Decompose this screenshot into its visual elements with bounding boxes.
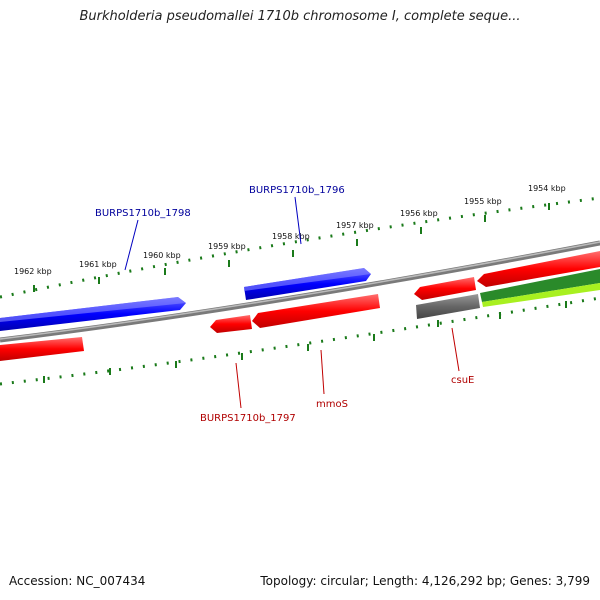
gene-label-csue[interactable]: csuE: [451, 375, 474, 386]
forward-feature-burps1710b-1798[interactable]: [0, 297, 186, 331]
tick-labels: 1962 kbp 1961 kbp 1960 kbp 1959 kbp 1958…: [14, 184, 566, 276]
gene-label-burps1710b-1796[interactable]: BURPS1710b_1796: [249, 185, 345, 196]
feature-csue[interactable]: [416, 294, 480, 319]
tick-label: 1955 kbp: [464, 197, 502, 206]
tick-label: 1962 kbp: [14, 267, 52, 276]
tick-label: 1958 kbp: [272, 232, 310, 241]
tick-label: 1961 kbp: [79, 260, 117, 269]
tick-label: 1957 kbp: [336, 221, 374, 230]
reverse-feature-mmos[interactable]: [252, 294, 380, 328]
gene-label-mmos[interactable]: mmoS: [316, 399, 348, 410]
inner-ruler-ticks: [43, 301, 567, 383]
tick-label: 1954 kbp: [528, 184, 566, 193]
accession-text: Accession: NC_007434: [9, 574, 146, 588]
reverse-feature-upper-right[interactable]: [414, 251, 600, 300]
reverse-feature-left[interactable]: [0, 337, 84, 361]
feature-green[interactable]: [480, 269, 600, 307]
tick-label: 1959 kbp: [208, 242, 246, 251]
reverse-feature-burps1710b-1797[interactable]: [210, 315, 252, 333]
map-title: Burkholderia pseudomallei 1710b chromoso…: [79, 9, 521, 24]
tick-label: 1956 kbp: [400, 209, 438, 218]
tick-label: 1960 kbp: [143, 251, 181, 260]
gene-label-burps1710b-1798[interactable]: BURPS1710b_1798: [95, 208, 191, 219]
genome-backbone: [0, 240, 600, 343]
gene-label-burps1710b-1797[interactable]: BURPS1710b_1797: [200, 413, 296, 424]
topology-stats-text: Topology: circular; Length: 4,126,292 bp…: [260, 574, 590, 588]
inner-ruler: [0, 296, 600, 386]
label-leaders: [124, 196, 460, 409]
outer-ruler-ticks: [33, 203, 550, 292]
forward-feature-burps1710b-1796[interactable]: [244, 268, 371, 300]
